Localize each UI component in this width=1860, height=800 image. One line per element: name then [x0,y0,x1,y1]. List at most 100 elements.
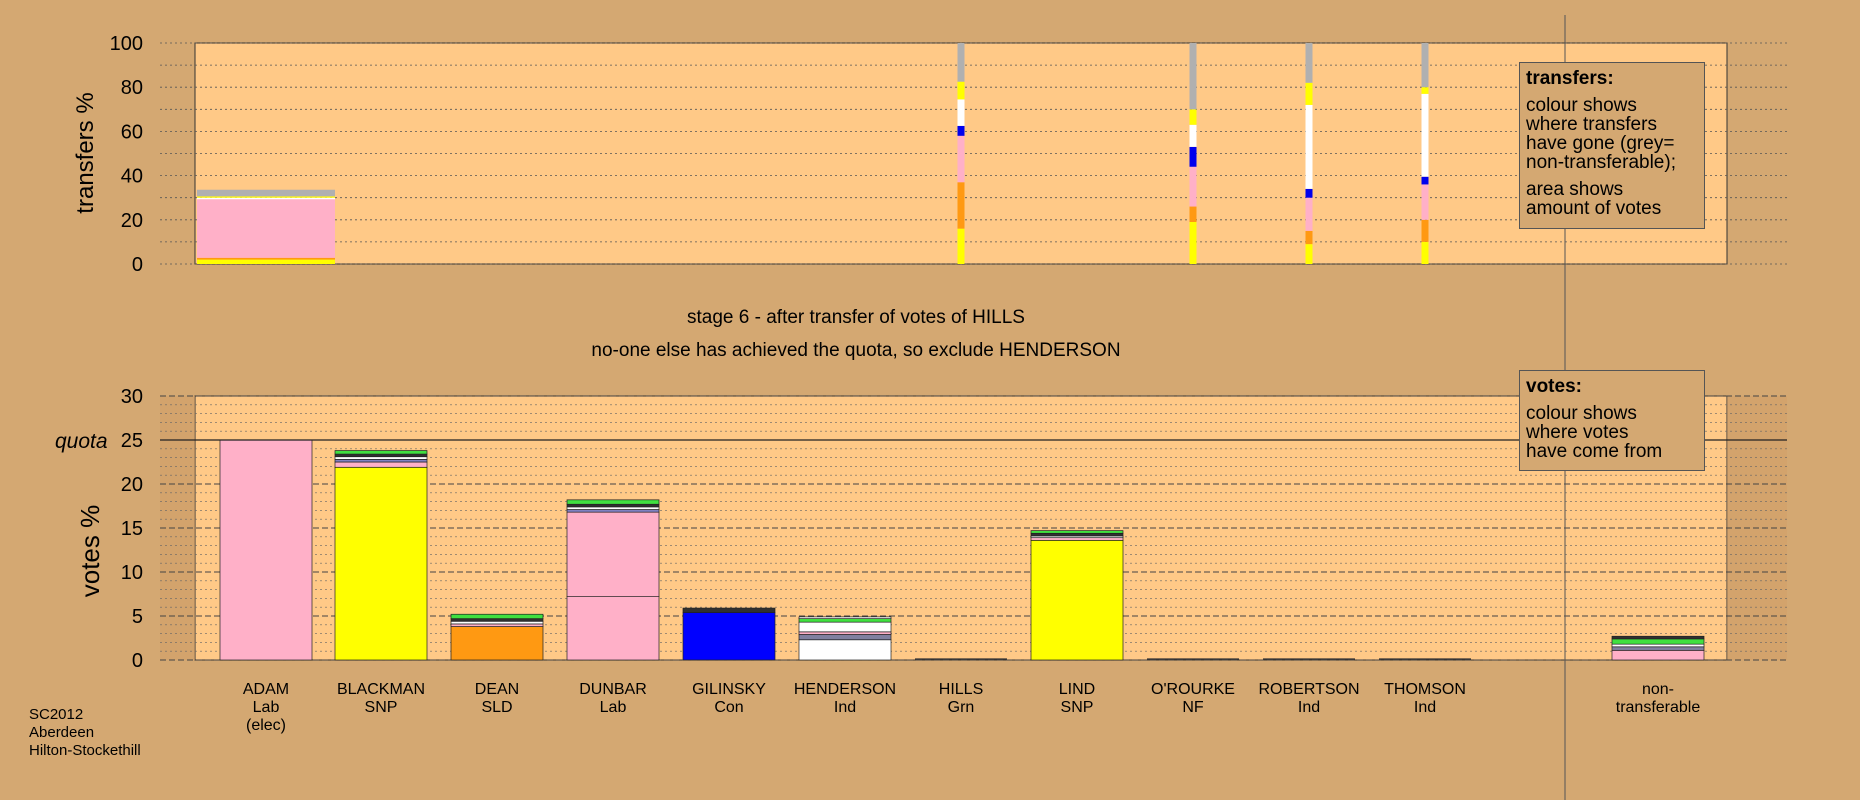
vote-bar-henderson [798,616,892,661]
vote-segment [334,466,428,661]
vote-segment [334,453,428,458]
transfer-segment [197,196,335,198]
vote-segment [798,616,892,619]
candidate-party-label: NF [1182,699,1204,716]
transfer-segment [957,125,965,136]
vote-segment [450,623,544,627]
candidate-party-label: Lab [600,699,627,716]
transfers-y-tick-label: 100 [110,33,143,55]
vote-segment [566,509,660,513]
vote-segment [566,596,660,661]
transfer-segment [1305,188,1313,198]
candidate-party-label: Ind [1298,699,1320,716]
votes-y-tick-label: 5 [132,606,143,628]
transfer-segment [1305,230,1313,245]
transfer-segment [1189,166,1197,207]
candidate-name-label: LIND [1059,681,1095,698]
ward-name: Hilton-Stockethill [29,742,141,759]
vote-segment [450,626,544,661]
transfer-segment [197,259,335,264]
transfers-y-ticks: 0 20 40 60 80 100 [110,33,143,276]
transfer-bar-o-rourke [1189,43,1197,264]
transfer-segment [1305,43,1313,83]
candidate-name-label: DUNBAR [579,681,647,698]
transfer-segment [1421,241,1429,264]
transfer-segment [197,189,335,197]
votes-panel: 0 5 10 15 20 25 30 quota votes % [55,386,1787,672]
transfer-bar-robertson [1305,43,1313,264]
transfer-segment [1189,206,1197,223]
vote-segment [1030,537,1124,541]
vote-segment [1611,635,1705,640]
vote-segment [798,634,892,641]
vote-segment [682,607,776,613]
transfer-bar-adam [197,189,335,264]
stage-text: stage 6 - after transfer of votes of HIL… [687,307,1025,328]
transfer-segment [1305,197,1313,231]
candidate-name-label: ADAM [243,681,289,698]
transfers-bars [197,43,1429,264]
nontransferable-label: transferable [1616,699,1701,716]
action-text: no-one else has achieved the quota, so e… [591,340,1120,361]
votes-legend: votes: colour shows where votes have com… [1519,370,1705,471]
vote-bar-dean [450,613,544,661]
vote-segment [450,613,544,619]
transfer-segment [1305,82,1313,105]
transfers-y-tick-label: 20 [121,210,143,232]
transfer-segment [197,197,335,200]
transfer-segment [1421,176,1429,185]
votes-legend-title: votes: [1526,376,1582,397]
vote-bar-adam [219,439,313,661]
transfer-segment [1421,87,1429,94]
vote-segment [566,499,660,505]
transfers-y-tick-label: 40 [121,166,143,188]
vote-segment [798,631,892,635]
transfer-segment [957,99,965,126]
transfer-segment [1421,43,1429,88]
vote-segment [566,503,660,508]
vote-segment [566,511,660,597]
candidate-party-label: Ind [834,699,856,716]
transfers-y-tick-label: 0 [132,254,143,276]
transfer-bar-hills [957,43,965,264]
candidate-name-label: BLACKMAN [337,681,425,698]
candidate-name-label: HILLS [939,681,983,698]
vote-segment [219,439,313,661]
transfers-panel: 0 20 40 60 80 100 transfers % [72,33,1787,276]
transfers-y-tick-label: 80 [121,77,143,99]
votes-y-tick-label: 15 [121,518,143,540]
votes-y-tick-label: 10 [121,562,143,584]
candidate-party-label: Con [714,699,743,716]
vote-segment [1611,643,1705,648]
candidate-status-label: (elec) [246,717,286,734]
transfer-segment [197,199,335,258]
transfer-segment [957,81,965,100]
vote-segment [798,639,892,661]
election-info: SC2012 Aberdeen Hilton-Stockethill [29,706,141,760]
candidate-party-label: Grn [948,699,975,716]
votes-y-tick-label: 30 [121,386,143,408]
transfer-segment [197,257,335,260]
votes-y-axis-label: votes % [75,505,105,598]
transfer-segment [1421,93,1429,177]
votes-bars [219,439,1705,661]
vote-segment [798,621,892,633]
votes-legend-colour-text: colour shows where votes have come from [1526,403,1663,462]
candidate-labels: ADAMLab(elec)BLACKMANSNPDEANSLDDUNBARLab… [243,681,1700,734]
candidate-party-label: SNP [365,699,398,716]
transfer-segment [1421,219,1429,242]
vote-segment [566,506,660,510]
transfers-legend-title: transfers: [1526,68,1614,89]
vote-segment [1611,649,1705,661]
candidate-name-label: DEAN [475,681,519,698]
transfers-gridlines [160,42,1787,265]
vote-segment [682,612,776,661]
vote-bar-gilinsky [682,607,776,661]
transfer-segment [1305,104,1313,189]
candidate-party-label: Lab [253,699,280,716]
transfers-legend-colour-text: colour shows where transfers have gone (… [1526,95,1676,173]
transfer-segment [1189,43,1197,110]
vote-segment [798,618,892,623]
vote-segment [450,618,544,622]
transfer-bar-thomson [1421,43,1429,264]
